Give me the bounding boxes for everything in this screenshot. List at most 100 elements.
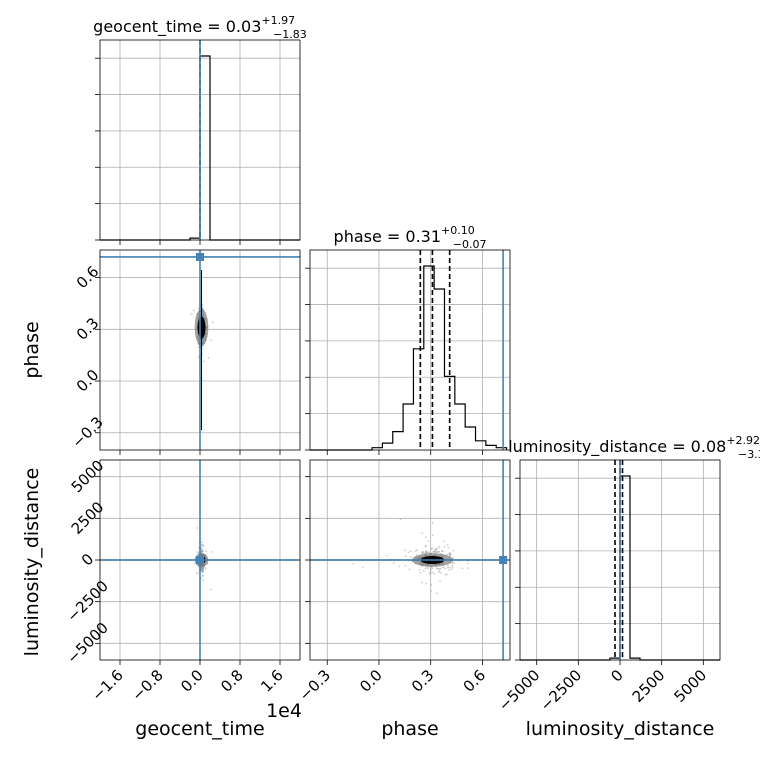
sample-point <box>202 544 205 547</box>
sample-point <box>196 527 199 529</box>
title-plus: +1.97 <box>261 14 295 27</box>
histogram-luminosity_distance <box>520 460 720 661</box>
sample-point <box>446 573 448 576</box>
sample-point <box>424 567 427 570</box>
sample-point <box>404 565 407 567</box>
sample-point <box>404 549 406 552</box>
sample-point <box>207 356 210 359</box>
sample-point <box>449 551 451 554</box>
sample-point <box>428 573 431 575</box>
sample-point <box>195 572 198 575</box>
grid <box>310 250 510 450</box>
sample-point <box>200 541 203 544</box>
sample-point <box>415 549 418 551</box>
sample-point <box>450 568 453 570</box>
sample-point <box>429 571 431 574</box>
sample-point <box>210 339 213 342</box>
sample-point <box>447 546 450 549</box>
sample-point <box>452 549 455 552</box>
scatter-geocent_time-phase <box>100 250 300 450</box>
sample-point <box>421 550 424 553</box>
sample-point <box>430 589 433 592</box>
sample-point <box>427 567 429 570</box>
panel-frame <box>309 459 511 661</box>
sample-point <box>429 567 432 570</box>
x-tick-label: −1.6 <box>88 666 126 704</box>
panel-title-luminosity_distance: luminosity_distance = 0.08+2.92−3.33 <box>508 434 760 461</box>
sample-point <box>209 588 212 591</box>
sample-point <box>197 356 200 358</box>
sample-point <box>440 571 442 574</box>
title-minus: −0.07 <box>453 238 487 251</box>
x-tick-label: −0.8 <box>128 666 166 704</box>
sample-point <box>467 567 470 570</box>
sample-point <box>425 582 428 585</box>
panel-frame <box>99 459 301 661</box>
x-tick-label: 1.6 <box>257 666 287 696</box>
truth-marker <box>499 556 508 564</box>
sample-point <box>439 567 442 570</box>
x-tick-label: 0.0 <box>356 666 386 696</box>
sample-point <box>443 545 446 548</box>
sample-point <box>386 554 388 557</box>
sample-point <box>201 307 204 310</box>
sample-point <box>446 553 449 556</box>
sample-point <box>201 566 204 569</box>
y-axis-label-luminosity_distance: luminosity_distance <box>21 468 43 657</box>
histogram-geocent_time <box>100 40 300 241</box>
sample-point <box>431 521 434 524</box>
x-tick-label: 0.3 <box>408 666 438 696</box>
sample-point <box>422 552 424 555</box>
sample-point <box>398 565 401 568</box>
sample-point <box>202 579 205 581</box>
title-param: geocent_time = 0.03 <box>93 17 261 37</box>
sample-point <box>205 550 208 553</box>
truth-marker <box>196 252 204 261</box>
x-tick-label: 0.6 <box>460 666 490 696</box>
sample-point <box>193 309 195 312</box>
sample-point <box>200 544 203 547</box>
sample-point <box>409 556 412 559</box>
sample-point <box>361 566 364 569</box>
sample-point <box>453 562 456 565</box>
sample-point <box>449 553 452 556</box>
title-plus: +0.10 <box>441 224 475 237</box>
sample-point <box>430 547 433 550</box>
y-tick-label: 0.6 <box>73 262 103 292</box>
x-tick-label: −0.3 <box>296 666 334 704</box>
sample-point <box>451 566 454 569</box>
sample-point <box>451 564 454 567</box>
y-axis-label-phase: phase <box>21 321 43 378</box>
scatter-phase-luminosity_distance <box>310 460 510 660</box>
title-param: luminosity_distance = 0.08 <box>508 437 726 457</box>
sample-point <box>407 551 410 554</box>
y-tick-label: 0 <box>78 550 97 569</box>
x-tick-label: 0.8 <box>217 666 247 696</box>
title-minus: −1.83 <box>273 28 307 41</box>
panel-title-phase: phase = 0.31+0.10 −0.07 <box>334 224 487 251</box>
sample-point <box>427 551 430 553</box>
sample-point <box>419 571 422 574</box>
panel-frame <box>99 249 301 451</box>
sample-point <box>201 568 204 571</box>
sample-point <box>451 562 454 564</box>
sample-point <box>427 540 430 543</box>
sample-point <box>197 346 200 349</box>
title-minus: −3.33 <box>738 448 760 461</box>
panel-frame <box>519 459 721 661</box>
sample-point <box>200 550 203 553</box>
sample-point <box>444 573 447 576</box>
sample-point <box>352 562 354 565</box>
truth-marker <box>196 556 204 564</box>
sample-point <box>447 564 449 567</box>
sample-point <box>399 518 402 521</box>
sample-point <box>422 570 425 573</box>
sample-point <box>197 307 200 310</box>
sample-point <box>203 360 205 363</box>
sample-point <box>421 581 424 584</box>
sample-point <box>392 562 395 564</box>
sample-point <box>432 551 435 553</box>
sample-point <box>431 534 434 537</box>
title-plus: +2.92 <box>726 434 760 447</box>
